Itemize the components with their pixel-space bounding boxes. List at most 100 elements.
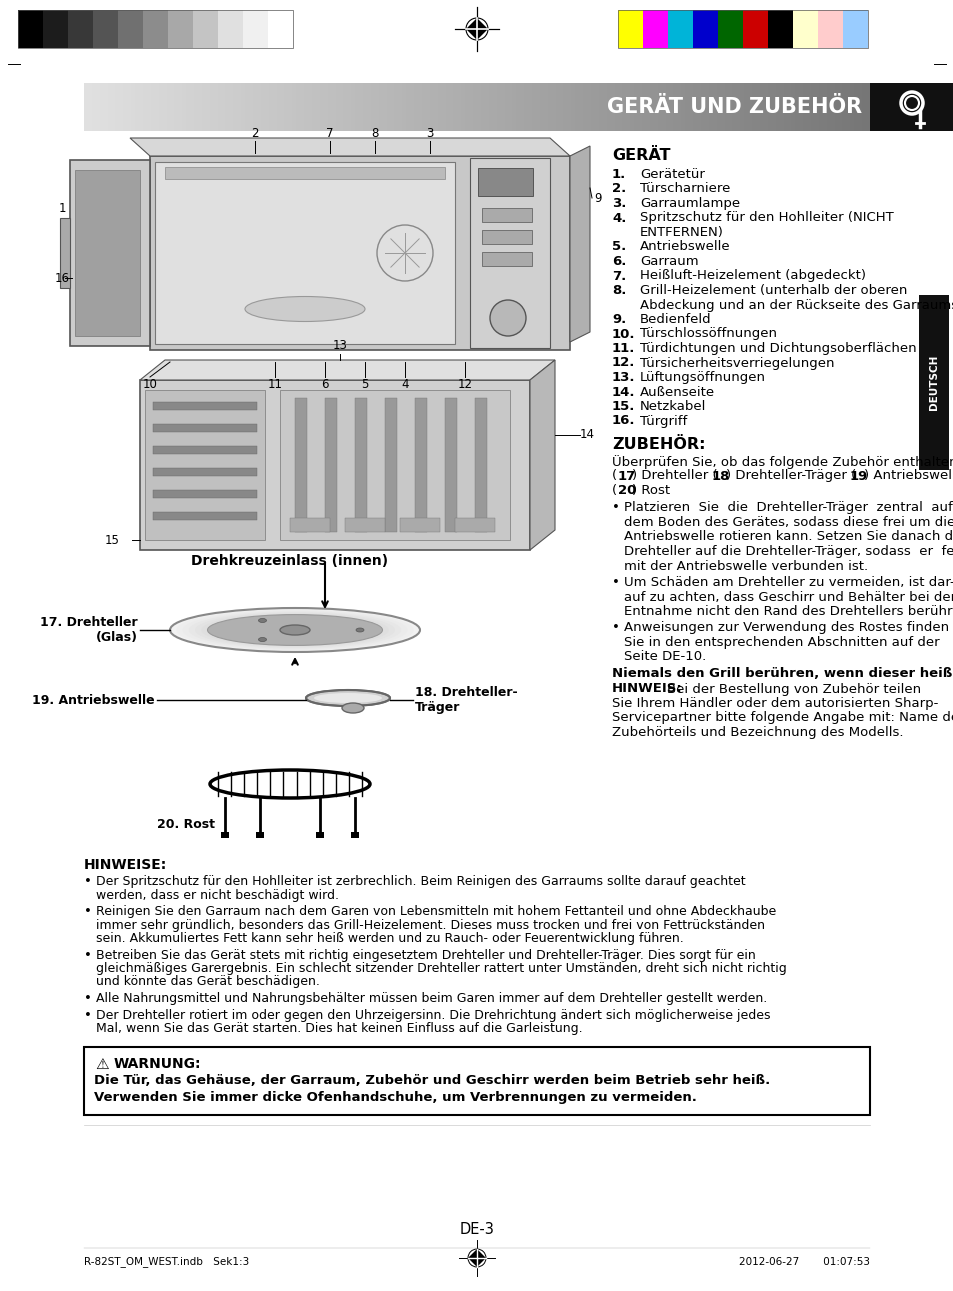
Bar: [551, 83, 556, 130]
Bar: [504, 83, 508, 130]
Bar: [221, 831, 229, 838]
Bar: [492, 83, 497, 130]
Ellipse shape: [280, 625, 310, 635]
Text: •: •: [612, 501, 619, 515]
Bar: [378, 83, 383, 130]
Text: 6: 6: [321, 378, 329, 391]
Bar: [249, 83, 253, 130]
Bar: [449, 83, 454, 130]
Bar: [382, 83, 387, 130]
Bar: [743, 83, 748, 130]
Ellipse shape: [176, 609, 414, 651]
Bar: [154, 161, 455, 343]
Bar: [91, 83, 96, 130]
Bar: [858, 83, 862, 130]
Ellipse shape: [276, 626, 314, 634]
Text: 3.: 3.: [612, 198, 626, 210]
Bar: [315, 831, 324, 838]
Bar: [782, 83, 787, 130]
Bar: [386, 83, 391, 130]
Bar: [255, 831, 264, 838]
Bar: [818, 83, 822, 130]
Bar: [469, 83, 473, 130]
Bar: [434, 83, 437, 130]
Bar: [481, 252, 532, 266]
Text: Abdeckung und an der Rückseite des Garraums): Abdeckung und an der Rückseite des Garra…: [639, 298, 953, 311]
Bar: [288, 83, 293, 130]
Bar: [638, 83, 642, 130]
Bar: [75, 170, 140, 336]
Ellipse shape: [263, 625, 326, 635]
Bar: [327, 83, 332, 130]
Ellipse shape: [182, 611, 407, 649]
Bar: [218, 10, 243, 48]
Text: •: •: [84, 905, 91, 918]
Bar: [312, 83, 316, 130]
Polygon shape: [140, 360, 555, 380]
Bar: [190, 83, 194, 130]
Bar: [728, 83, 732, 130]
Bar: [792, 10, 817, 48]
Text: 19: 19: [849, 470, 867, 483]
Bar: [18, 10, 293, 48]
Text: Netzkabel: Netzkabel: [639, 400, 705, 413]
Circle shape: [490, 300, 525, 336]
Bar: [673, 83, 678, 130]
Bar: [92, 10, 118, 48]
Bar: [684, 83, 689, 130]
Text: Heißluft-Heizelement (abgedeckt): Heißluft-Heizelement (abgedeckt): [639, 270, 865, 283]
Bar: [716, 83, 720, 130]
Bar: [767, 10, 792, 48]
Bar: [260, 83, 265, 130]
Bar: [319, 83, 324, 130]
Bar: [165, 167, 444, 179]
Text: Seite DE-10.: Seite DE-10.: [623, 651, 705, 664]
Bar: [210, 83, 214, 130]
Text: Zubehörteils und Bezeichnung des Modells.: Zubehörteils und Bezeichnung des Modells…: [612, 726, 902, 738]
Text: Entnahme nicht den Rand des Drehtellers berühren.: Entnahme nicht den Rand des Drehtellers …: [623, 605, 953, 618]
Ellipse shape: [258, 638, 266, 642]
Bar: [845, 83, 850, 130]
Bar: [131, 83, 135, 130]
Text: GERÄT: GERÄT: [612, 148, 670, 163]
Bar: [697, 83, 700, 130]
Text: auf zu achten, dass Geschirr und Behälter bei der: auf zu achten, dass Geschirr und Behälte…: [623, 590, 953, 603]
Bar: [151, 83, 155, 130]
Bar: [559, 83, 563, 130]
Ellipse shape: [208, 615, 382, 646]
Bar: [630, 83, 634, 130]
Text: 12.: 12.: [612, 356, 635, 369]
Text: 5: 5: [361, 378, 368, 391]
Bar: [621, 83, 626, 130]
Bar: [470, 158, 550, 349]
Text: 20: 20: [618, 484, 636, 497]
Bar: [206, 83, 210, 130]
Text: 14: 14: [579, 429, 595, 442]
Bar: [642, 10, 667, 48]
Polygon shape: [465, 18, 488, 40]
Bar: [865, 83, 869, 130]
Bar: [178, 83, 183, 130]
Text: DEUTSCH: DEUTSCH: [928, 355, 938, 411]
Bar: [578, 83, 583, 130]
Bar: [233, 83, 237, 130]
Text: und könnte das Gerät beschädigen.: und könnte das Gerät beschädigen.: [96, 976, 319, 989]
Text: mit der Antriebswelle verbunden ist.: mit der Antriebswelle verbunden ist.: [623, 559, 867, 572]
Bar: [221, 83, 226, 130]
Bar: [243, 10, 268, 48]
Bar: [610, 83, 615, 130]
Text: (: (: [612, 470, 617, 483]
Text: Antriebswelle rotieren kann. Setzen Sie danach den: Antriebswelle rotieren kann. Setzen Sie …: [623, 531, 953, 544]
Text: gleichmäßiges Garergebnis. Ein schlecht sitzender Drehteller rattert unter Umstä: gleichmäßiges Garergebnis. Ein schlecht …: [96, 962, 786, 975]
Bar: [680, 83, 685, 130]
Text: 10.: 10.: [612, 328, 635, 341]
Bar: [543, 83, 548, 130]
Text: 9: 9: [594, 191, 601, 204]
Bar: [43, 10, 68, 48]
Text: 12: 12: [457, 378, 472, 391]
Bar: [791, 83, 795, 130]
Bar: [477, 168, 533, 196]
Bar: [590, 83, 595, 130]
Text: Der Drehteller rotiert im oder gegen den Uhrzeigersinn. Die Drehrichtung ändert : Der Drehteller rotiert im oder gegen den…: [96, 1008, 770, 1021]
Bar: [649, 83, 654, 130]
